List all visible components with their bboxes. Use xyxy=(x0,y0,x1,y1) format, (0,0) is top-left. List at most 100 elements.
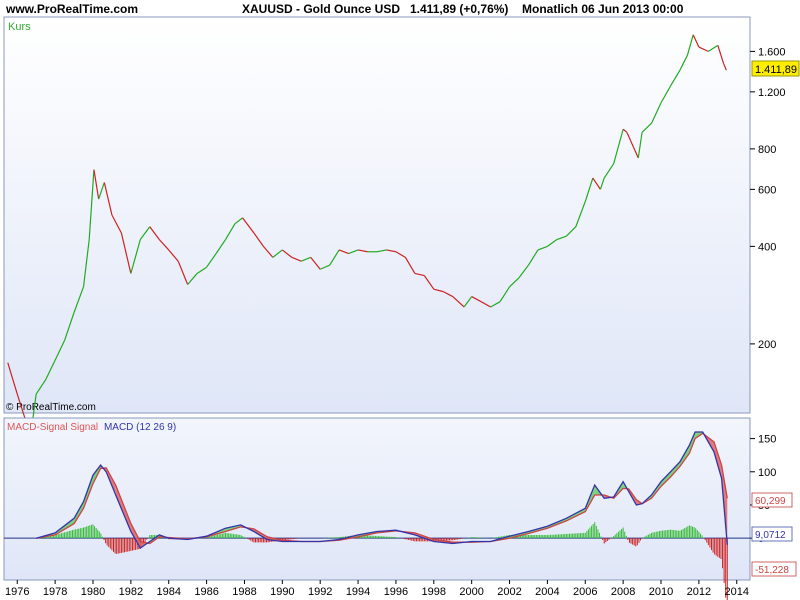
price-segment xyxy=(717,45,725,64)
price-y-tick-label: 1.200 xyxy=(758,87,786,99)
x-tick-label: 2004 xyxy=(535,586,559,598)
macd-lines xyxy=(36,431,728,550)
price-segment xyxy=(603,163,615,179)
macd-histogram xyxy=(37,522,728,600)
x-tick-label: 1992 xyxy=(308,586,332,598)
last-value-label: 1.411,89 xyxy=(755,64,797,76)
price-segment xyxy=(490,301,501,308)
x-tick-label: 2014 xyxy=(725,586,749,598)
price-segment xyxy=(357,249,368,253)
price-segment xyxy=(82,239,90,287)
price-segment xyxy=(556,235,567,241)
price-panel-label: Kurs xyxy=(8,21,31,33)
watermark: © ProRealTime.com xyxy=(6,402,96,413)
instrument-name: XAUUSD - Gold Ounce USD xyxy=(242,2,401,16)
period-label: Monatlich 06 Jun 2013 00:00 xyxy=(522,2,684,16)
price-segment xyxy=(130,239,141,274)
price-segment xyxy=(338,249,349,255)
price-segment xyxy=(518,264,529,279)
value-badge-signal xyxy=(751,492,793,508)
price-segment xyxy=(613,129,624,164)
price-segment xyxy=(395,251,406,258)
price-segment xyxy=(423,275,435,290)
price-segment xyxy=(547,239,558,247)
price-segment xyxy=(45,360,56,381)
price-segment xyxy=(692,34,700,48)
price-segment xyxy=(376,249,387,253)
price-segment xyxy=(98,182,105,200)
price-segment xyxy=(111,214,122,234)
price-y-tick-label: 1.600 xyxy=(758,46,786,58)
x-tick-label: 1980 xyxy=(81,586,105,598)
price-segment xyxy=(650,102,662,124)
price-segment xyxy=(187,273,198,285)
macd-signal-fill xyxy=(670,461,680,478)
price-segment xyxy=(168,249,179,262)
x-tick-label: 2006 xyxy=(573,586,597,598)
x-tick-label: 1982 xyxy=(119,586,143,598)
x-tick-label: 2008 xyxy=(611,586,635,598)
value-badge-macd xyxy=(751,526,793,542)
price-segment xyxy=(149,226,160,240)
signal-series-label: MACD-Signal Signal xyxy=(7,422,98,433)
macd-series-label: MACD (12 26 9) xyxy=(104,422,176,433)
price-series xyxy=(7,34,727,437)
quote-value: 1.411,89 (+0,76%) xyxy=(410,2,509,16)
price-segment xyxy=(319,264,330,270)
price-segment xyxy=(242,217,255,234)
macd-y-tick-label: 100 xyxy=(758,467,776,479)
price-segment xyxy=(537,245,548,251)
x-tick-label: 2002 xyxy=(497,586,521,598)
x-tick-label: 1976 xyxy=(5,586,29,598)
x-axis: 1976 1978 1980 1982 1984 1986 1988 1990 1992 1994… xyxy=(5,580,749,598)
macd-panel xyxy=(3,417,751,581)
price-segment xyxy=(93,169,100,200)
macd-signal-fill xyxy=(714,441,722,479)
price-segment xyxy=(348,249,359,255)
price-segment xyxy=(452,296,465,308)
x-tick-label: 1978 xyxy=(43,586,67,598)
price-y-axis: 200 400 600 800 1.200 1.600 xyxy=(750,46,786,351)
price-segment xyxy=(281,249,293,258)
value-badge-hist xyxy=(751,561,797,577)
macd-signal-fill xyxy=(115,485,131,532)
price-segment xyxy=(215,239,227,254)
macd-signal-fill xyxy=(130,523,141,549)
price-segment xyxy=(679,54,689,71)
price-segment xyxy=(404,257,416,274)
macd-panel-label: MACD-Signal Signal MACD (12 26 9) xyxy=(7,422,176,433)
x-tick-label: 2010 xyxy=(649,586,673,598)
price-segment xyxy=(669,69,681,87)
price-y-tick-label: 200 xyxy=(758,339,776,351)
price-y-tick-label: 800 xyxy=(758,144,776,156)
price-segment xyxy=(414,272,425,277)
price-segment xyxy=(120,232,132,274)
price-segment xyxy=(499,286,511,302)
price-segment xyxy=(622,128,628,133)
chart-header: www.ProRealTime.com XAUUSD - Gold Ounce … xyxy=(0,0,800,18)
price-segment xyxy=(225,223,236,240)
site-name[interactable]: www.ProRealTime.com xyxy=(6,2,139,16)
price-segment xyxy=(329,249,340,266)
price-segment xyxy=(103,182,113,216)
price-segment xyxy=(660,85,671,104)
price-segment xyxy=(158,239,170,251)
price-segment xyxy=(686,34,694,56)
price-segment xyxy=(722,63,727,71)
price-segment xyxy=(641,122,652,133)
price-segment xyxy=(708,44,719,52)
x-tick-label: 1996 xyxy=(384,586,408,598)
price-segment xyxy=(480,301,491,308)
price-segment xyxy=(698,46,709,52)
price-segment xyxy=(509,277,520,288)
price-segment xyxy=(73,286,85,313)
price-segment xyxy=(386,249,397,253)
price-segment xyxy=(272,249,283,258)
price-segment xyxy=(592,177,601,190)
x-tick-label: 1984 xyxy=(156,586,180,598)
x-tick-label: 1990 xyxy=(270,586,294,598)
price-segment xyxy=(177,260,189,285)
price-y-tick-label: 400 xyxy=(758,241,776,253)
x-tick-label: 1986 xyxy=(194,586,218,598)
